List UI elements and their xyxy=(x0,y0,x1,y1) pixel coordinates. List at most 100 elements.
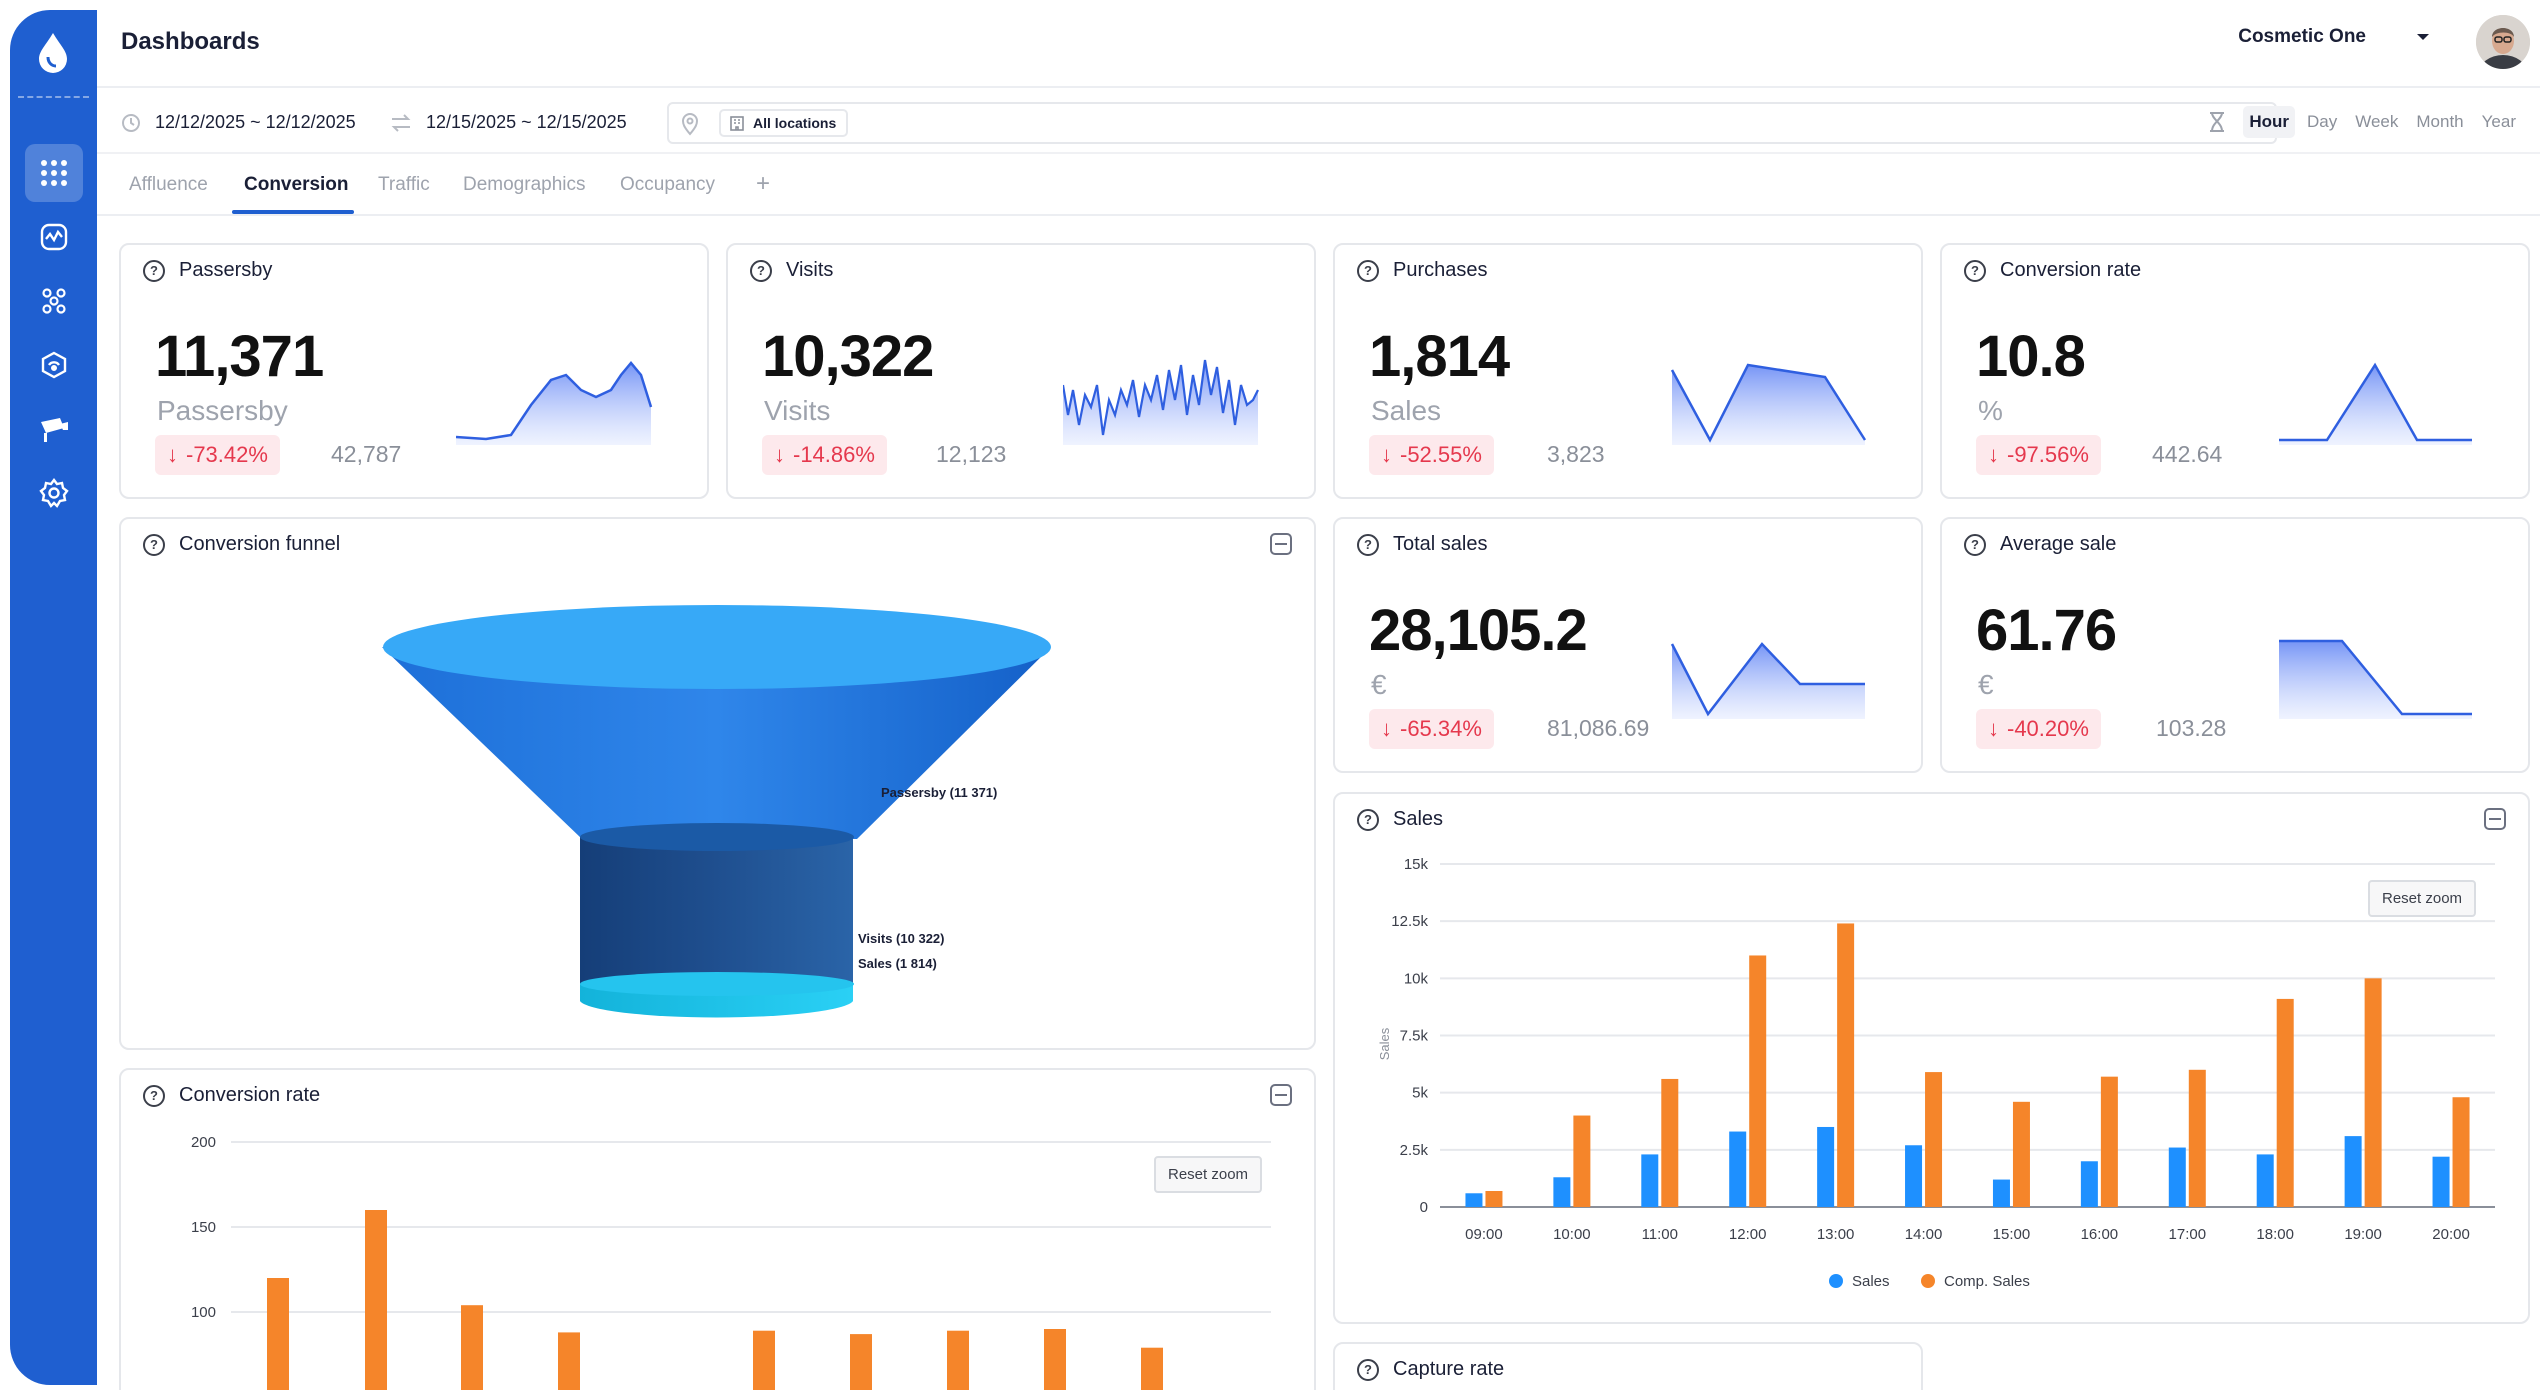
bar-conversion-rate[interactable] xyxy=(1044,1329,1066,1390)
nav-analytics[interactable] xyxy=(25,208,83,266)
bar-comp-sales[interactable] xyxy=(2276,998,2294,1207)
bar-sales[interactable] xyxy=(1465,1193,1483,1207)
arrow-down-icon: ↓ xyxy=(1381,442,1392,467)
help-icon[interactable]: ? xyxy=(1964,533,1986,556)
legend-label-sales[interactable]: Sales xyxy=(1852,1273,1890,1290)
period-selector: Hour Day Week Month Year xyxy=(2207,106,2522,138)
sparkline-purchases xyxy=(1670,363,1867,445)
active-tab-indicator xyxy=(232,210,354,214)
help-icon[interactable]: ? xyxy=(1357,259,1379,282)
bar-conversion-rate[interactable] xyxy=(753,1330,775,1390)
bar-conversion-rate[interactable] xyxy=(850,1334,872,1390)
location-chip[interactable]: All locations xyxy=(719,109,849,137)
help-icon[interactable]: ? xyxy=(143,1084,165,1107)
bar-conversion-rate[interactable] xyxy=(558,1332,580,1390)
funnel-stage-visits[interactable] xyxy=(580,837,853,984)
legend-swatch-sales xyxy=(1829,1274,1843,1288)
x-tick-label: 17:00 xyxy=(2169,1226,2207,1243)
chart-menu-button[interactable] xyxy=(1270,1084,1292,1106)
period-year[interactable]: Year xyxy=(2481,112,2516,131)
help-icon[interactable]: ? xyxy=(1357,533,1379,556)
kpi-reference: 442.64 xyxy=(2152,441,2223,467)
date-range-compare[interactable]: 12/15/2025 ~ 12/15/2025 xyxy=(390,112,627,133)
bar-conversion-rate[interactable] xyxy=(1141,1347,1163,1390)
kpi-value: 11,371 xyxy=(155,324,324,389)
bar-sales[interactable] xyxy=(2168,1147,2186,1207)
kpi-unit: Visits xyxy=(764,395,831,426)
reset-zoom-button[interactable]: Reset zoom xyxy=(1154,1156,1263,1193)
kpi-unit: % xyxy=(1978,395,2003,426)
bar-comp-sales[interactable] xyxy=(1837,923,1855,1207)
bar-conversion-rate[interactable] xyxy=(365,1210,387,1390)
funnel-rim xyxy=(383,605,1051,689)
reset-zoom-button[interactable]: Reset zoom xyxy=(2368,880,2477,917)
bar-comp-sales[interactable] xyxy=(1749,955,1767,1207)
hourglass-icon[interactable] xyxy=(2207,111,2227,133)
nav-dashboards[interactable] xyxy=(25,144,83,202)
bar-comp-sales[interactable] xyxy=(1573,1115,1591,1207)
bar-sales[interactable] xyxy=(1992,1179,2010,1207)
bar-conversion-rate[interactable] xyxy=(461,1305,483,1390)
bar-sales[interactable] xyxy=(2256,1154,2274,1207)
kpi-reference: 42,787 xyxy=(331,441,402,467)
compare-arrows-icon xyxy=(391,113,411,132)
bar-conversion-rate[interactable] xyxy=(267,1278,289,1390)
period-month[interactable]: Month xyxy=(2416,112,2464,131)
bar-sales[interactable] xyxy=(1729,1131,1747,1207)
bar-comp-sales[interactable] xyxy=(2188,1069,2206,1207)
bar-comp-sales[interactable] xyxy=(2100,1076,2118,1207)
bar-conversion-rate[interactable] xyxy=(947,1330,969,1390)
y-tick-label: 5k xyxy=(1412,1085,1428,1102)
date-range-primary-label: 12/12/2025 ~ 12/12/2025 xyxy=(155,112,356,132)
legend-label-comp-sales[interactable]: Comp. Sales xyxy=(1944,1273,2030,1290)
bar-sales[interactable] xyxy=(1817,1126,1835,1207)
tab-conversion[interactable]: Conversion xyxy=(244,174,349,195)
period-day[interactable]: Day xyxy=(2307,112,2338,131)
bar-comp-sales[interactable] xyxy=(2364,978,2382,1207)
legend-swatch-comp-sales xyxy=(1921,1274,1935,1288)
help-icon[interactable]: ? xyxy=(143,259,165,282)
bar-comp-sales[interactable] xyxy=(1925,1072,1943,1207)
logo-drop-icon[interactable] xyxy=(28,20,78,84)
date-range-primary[interactable]: 12/12/2025 ~ 12/12/2025 xyxy=(121,112,356,133)
period-week[interactable]: Week xyxy=(2355,112,2399,131)
help-icon[interactable]: ? xyxy=(1357,1358,1379,1381)
bar-comp-sales[interactable] xyxy=(1485,1190,1503,1207)
tab-traffic[interactable]: Traffic xyxy=(378,174,430,195)
chart-menu-button[interactable] xyxy=(2484,808,2506,830)
x-tick-label: 13:00 xyxy=(1817,1226,1855,1243)
bar-sales[interactable] xyxy=(2080,1161,2098,1207)
camera-icon xyxy=(41,418,68,442)
location-filter[interactable]: All locations xyxy=(667,102,2277,144)
period-hour[interactable]: Hour xyxy=(2243,106,2295,138)
kpi-value: 1,814 xyxy=(1369,324,1510,389)
nav-cameras[interactable] xyxy=(25,400,83,458)
chart-menu-button[interactable] xyxy=(1270,533,1292,555)
bar-comp-sales[interactable] xyxy=(2012,1101,2030,1207)
help-icon[interactable]: ? xyxy=(1964,259,1986,282)
nav-network[interactable] xyxy=(25,272,83,330)
bar-sales[interactable] xyxy=(1641,1154,1659,1207)
bar-comp-sales[interactable] xyxy=(1661,1078,1679,1207)
tab-affluence[interactable]: Affluence xyxy=(129,174,208,195)
bar-sales[interactable] xyxy=(1905,1145,1923,1207)
nav-sensors[interactable] xyxy=(25,336,83,394)
x-tick-label: 12:00 xyxy=(1729,1226,1767,1243)
nav-settings[interactable] xyxy=(25,464,83,522)
help-icon[interactable]: ? xyxy=(750,259,772,282)
kpi-title: Total sales xyxy=(1393,533,1488,555)
kpi-unit: Sales xyxy=(1371,395,1442,426)
help-icon[interactable]: ? xyxy=(1357,808,1379,831)
avatar[interactable] xyxy=(2476,15,2530,69)
bar-sales[interactable] xyxy=(2344,1136,2362,1207)
bar-sales[interactable] xyxy=(1553,1177,1571,1207)
tab-demographics[interactable]: Demographics xyxy=(463,174,586,195)
bar-sales[interactable] xyxy=(2432,1156,2450,1207)
help-icon[interactable]: ? xyxy=(143,533,165,556)
funnel-stage-passersby[interactable] xyxy=(382,647,1051,839)
tab-occupancy[interactable]: Occupancy xyxy=(620,174,716,195)
add-tab-button[interactable]: + xyxy=(756,170,771,197)
organization-select[interactable]: Cosmetic One xyxy=(2238,26,2430,48)
bar-comp-sales[interactable] xyxy=(2452,1097,2470,1207)
page-title: Dashboards xyxy=(121,28,260,55)
